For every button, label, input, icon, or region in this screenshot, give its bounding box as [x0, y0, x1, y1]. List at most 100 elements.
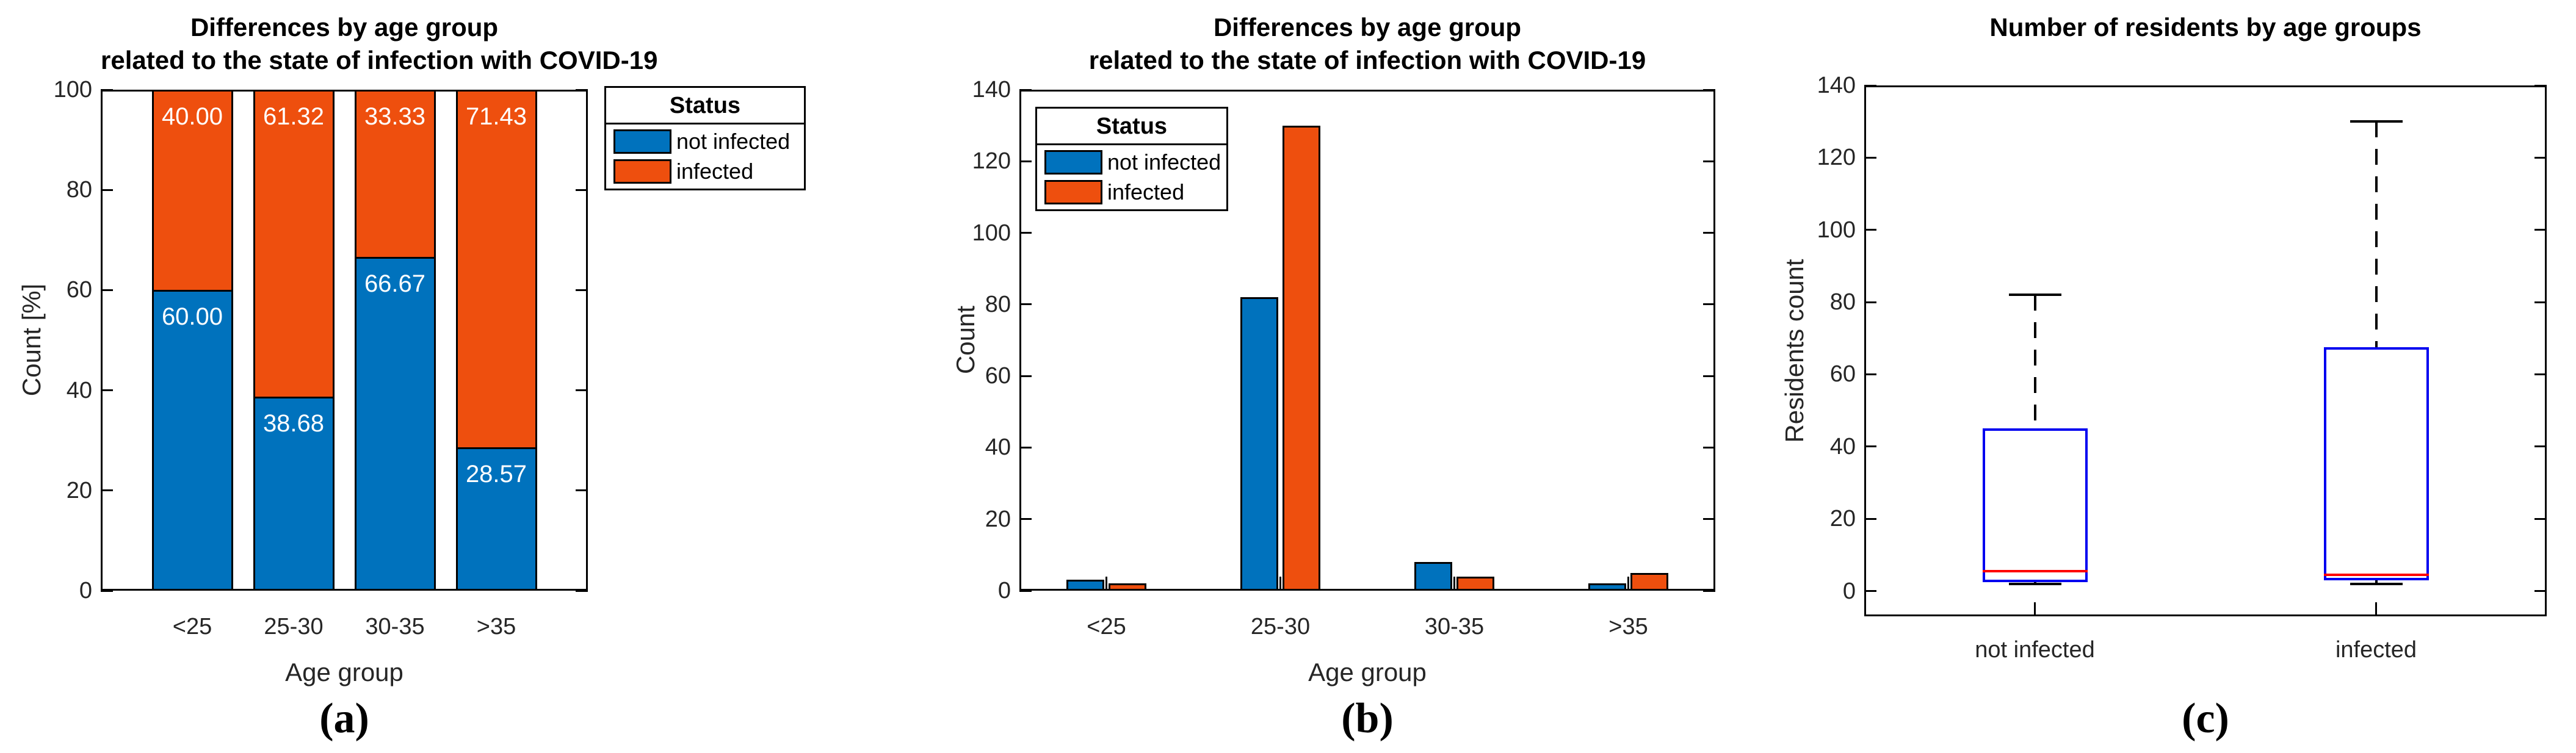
y-tick-60: [101, 289, 113, 291]
y-tick-140: [1864, 84, 1876, 87]
chart-title-c-line1: Number of residents by age groups: [1989, 13, 2422, 41]
y-tick-80: [1019, 303, 1032, 306]
legend-b-swatch-infected: [1044, 180, 1102, 204]
y-tick-0: [101, 589, 113, 592]
y-tick-100: [1019, 232, 1032, 234]
y-tick-140: [1019, 88, 1032, 91]
y-tick-right-140: [2534, 84, 2547, 87]
box-iqr-0: [1982, 428, 2088, 582]
x-tick-label: infected: [2335, 637, 2417, 663]
y-tick-60: [1864, 373, 1876, 375]
chart-title-b-line2: related to the state of infection with C…: [1088, 46, 1646, 74]
legend-a-swatch-not-infected: [613, 129, 671, 154]
y-tick-label: 0: [79, 578, 92, 603]
bar-not-infected-<25: [1066, 580, 1104, 591]
legend-a-title: Status: [606, 88, 804, 124]
plot-area-c: [1864, 85, 2547, 616]
y-tick-120: [1864, 156, 1876, 159]
y-tick-100: [1864, 229, 1876, 231]
value-label-not-infected-30-35: 66.67: [364, 270, 426, 297]
chart-title-c: Number of residents by age groups: [1864, 11, 2547, 44]
x-tick-label: >35: [476, 614, 516, 640]
y-tick-40: [1019, 446, 1032, 449]
legend-a-swatch-infected: [613, 159, 671, 184]
panel-letter-a: (a): [319, 695, 369, 742]
panel-letter-b: (b): [1341, 695, 1394, 742]
box-iqr-1: [2323, 347, 2429, 580]
x-tick-label: <25: [1087, 614, 1126, 640]
legend-b: Status not infected infected: [1035, 107, 1228, 211]
y-tick-right-140: [1703, 88, 1715, 91]
x-tick-3: [1627, 577, 1629, 589]
y-tick-right-20: [576, 489, 588, 492]
x-axis-label-b: Age group: [1308, 658, 1427, 686]
y-tick-0: [1019, 589, 1032, 592]
x-tick-label: 30-35: [1424, 614, 1485, 640]
box-median-1: [2323, 573, 2429, 576]
legend-b-label-not-infected: not infected: [1107, 150, 1221, 175]
value-label-not-infected->35: 28.57: [465, 461, 527, 488]
y-tick-label: 0: [997, 578, 1011, 603]
x-tick-label: not infected: [1975, 637, 2095, 663]
y-tick-label: 20: [66, 477, 92, 503]
y-tick-right-60: [2534, 373, 2547, 375]
x-tick-label: 25-30: [1250, 614, 1311, 640]
y-tick-label: 140: [972, 77, 1011, 103]
value-label-infected-25-30: 61.32: [262, 103, 325, 130]
y-tick-label: 40: [1829, 433, 1856, 459]
box-lower-whisker-1: [2375, 580, 2378, 584]
value-label-infected-<25: 40.00: [161, 103, 223, 130]
chart-title-a-line2: related to the state of infection with C…: [101, 46, 658, 74]
bar-not-infected->35: [1588, 583, 1626, 591]
legend-a-label-not-infected: not infected: [676, 129, 791, 154]
bar-infected-<25: [1109, 583, 1146, 591]
y-tick-right-80: [1703, 303, 1715, 306]
y-tick-label: 80: [1829, 289, 1856, 315]
y-tick-label: 100: [972, 220, 1011, 246]
y-tick-right-0: [1703, 589, 1715, 592]
bar-infected-25-30: [1283, 125, 1320, 591]
panel-letter-c: (c): [2182, 695, 2229, 742]
legend-a: Status not infected infected: [604, 86, 806, 190]
y-tick-40: [1864, 445, 1876, 448]
value-label-infected-30-35: 33.33: [364, 103, 426, 130]
chart-title-b-line1: Differences by age group: [1213, 13, 1522, 41]
y-tick-right-0: [576, 589, 588, 592]
y-tick-label: 20: [1829, 506, 1856, 532]
y-tick-60: [1019, 375, 1032, 377]
y-tick-right-40: [1703, 446, 1715, 449]
bar-not-infected-<25: [151, 290, 233, 591]
value-label-not-infected-25-30: 38.68: [262, 410, 325, 438]
bar-infected-30-35: [354, 90, 436, 259]
bar-infected-<25: [151, 90, 233, 292]
y-tick-label: 60: [66, 277, 92, 303]
y-tick-label: 140: [1817, 73, 1856, 98]
bar-not-infected-25-30: [1240, 297, 1278, 591]
legend-b-label-infected: infected: [1107, 179, 1185, 204]
legend-a-label-infected: infected: [676, 159, 754, 184]
y-tick-right-40: [2534, 445, 2547, 448]
legend-a-row-not-infected: not infected: [606, 124, 804, 159]
y-tick-right-120: [1703, 160, 1715, 162]
y-tick-right-100: [1703, 232, 1715, 234]
y-tick-right-20: [2534, 517, 2547, 520]
y-tick-label: 0: [1842, 578, 1856, 604]
y-tick-label: 100: [53, 77, 92, 103]
x-tick-label: 25-30: [264, 614, 324, 640]
y-axis-label-a: Count [%]: [17, 283, 46, 397]
y-tick-right-40: [576, 389, 588, 392]
legend-a-row-infected: infected: [606, 159, 804, 189]
y-tick-120: [1019, 160, 1032, 162]
legend-b-row-not-infected: not infected: [1037, 145, 1226, 179]
y-tick-right-60: [1703, 375, 1715, 377]
y-tick-label: 80: [66, 177, 92, 203]
y-tick-80: [101, 189, 113, 191]
bar-not-infected-25-30: [253, 397, 335, 591]
legend-b-swatch-not-infected: [1044, 150, 1102, 175]
y-tick-right-60: [576, 289, 588, 291]
y-tick-label: 60: [1829, 361, 1856, 387]
x-tick-1: [2375, 602, 2377, 614]
y-tick-label: 20: [985, 506, 1011, 532]
y-tick-label: 60: [985, 363, 1011, 389]
x-tick-0: [2034, 602, 2036, 614]
